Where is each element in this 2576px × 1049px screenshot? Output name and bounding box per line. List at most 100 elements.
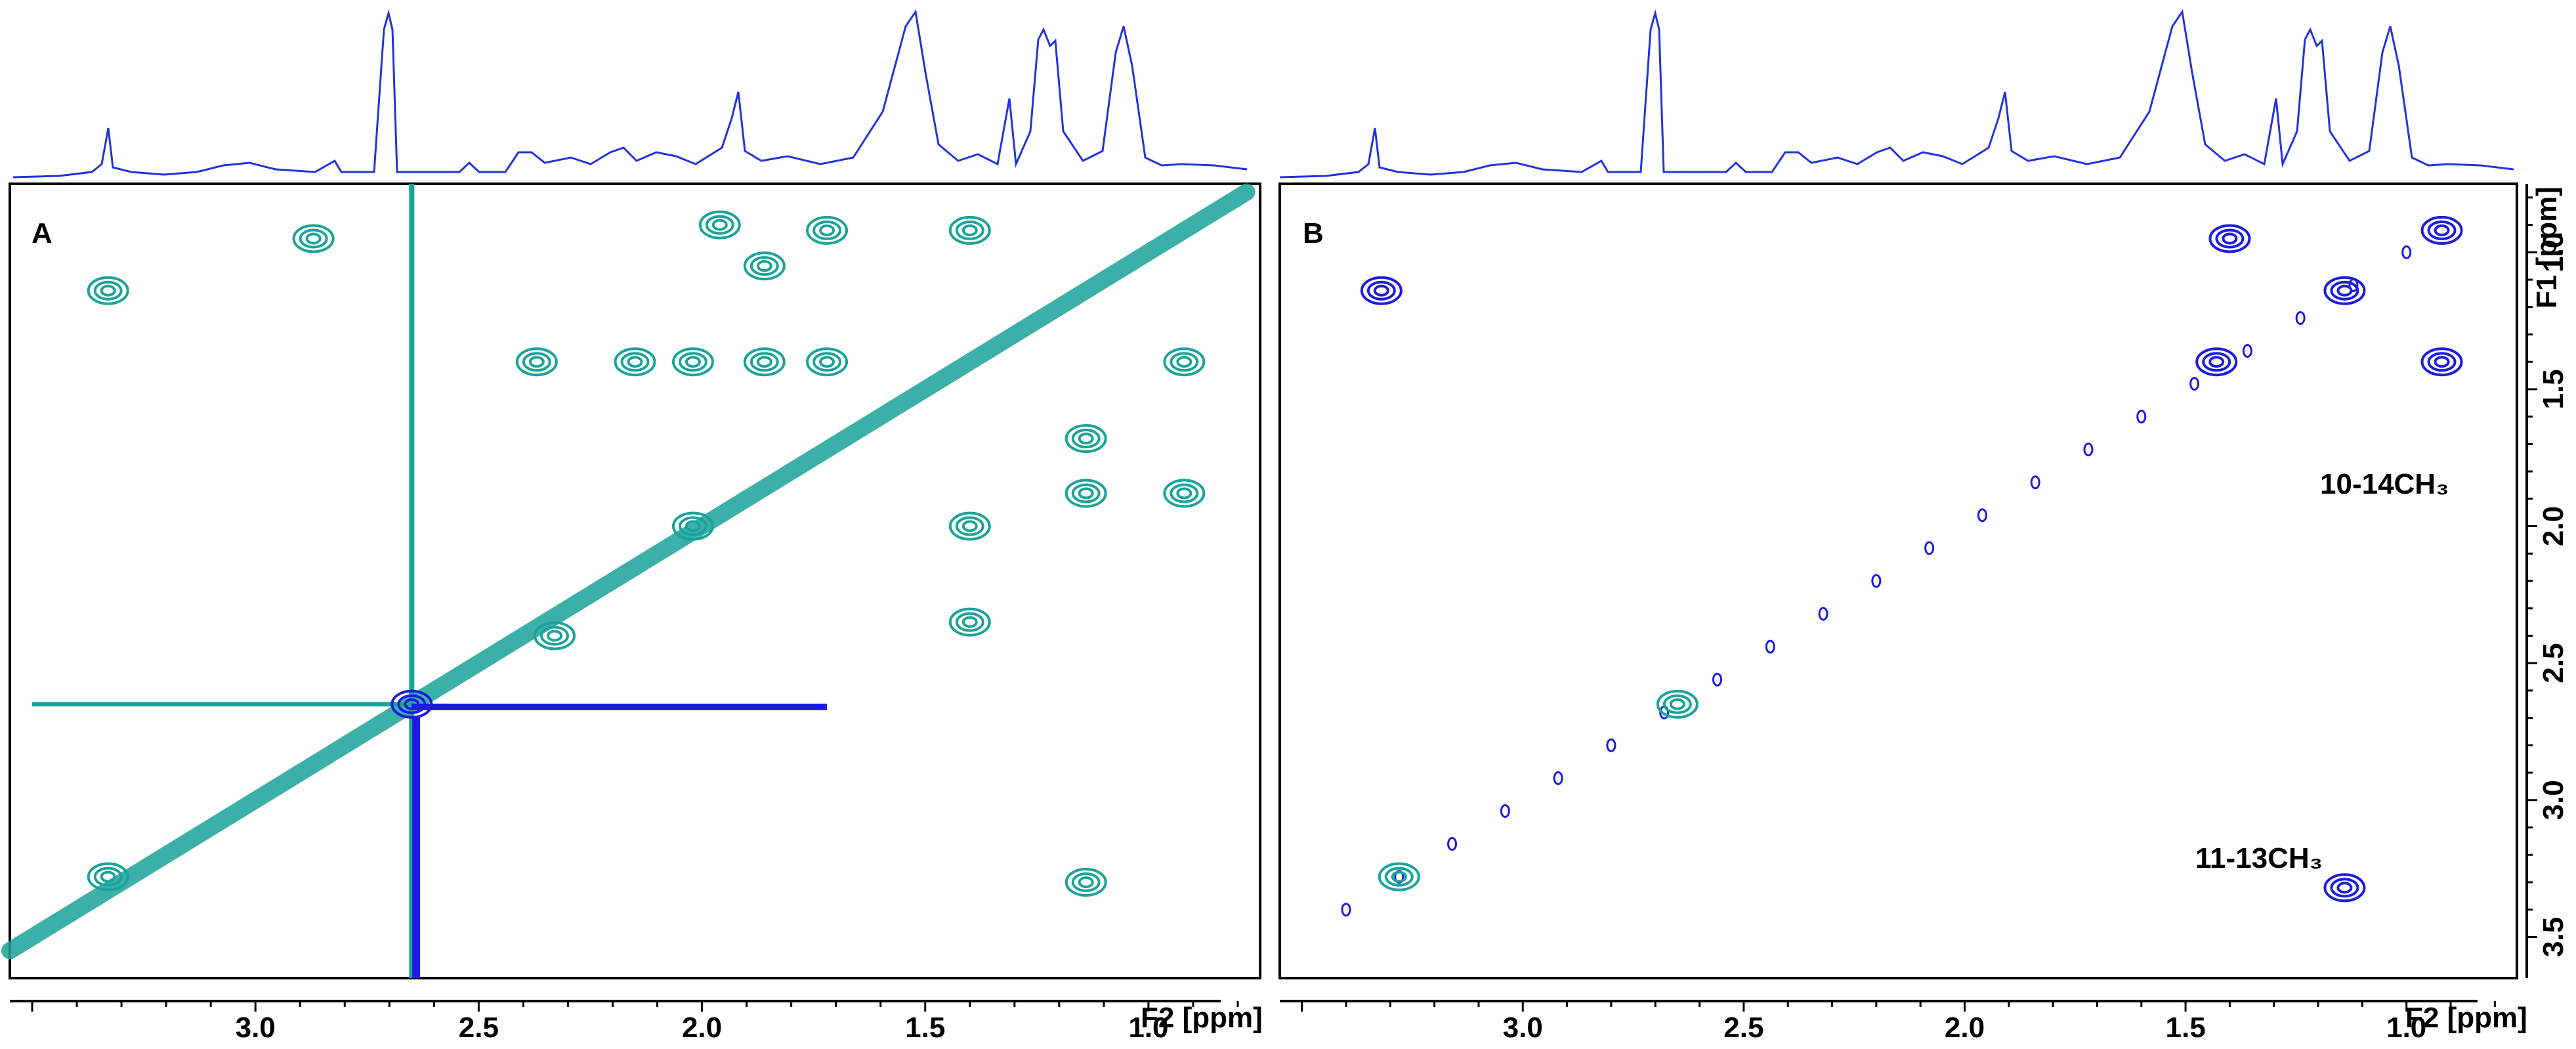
cross-peak: [948, 607, 991, 637]
diagonal-peak: [1341, 903, 1351, 917]
contour-ring: [1065, 479, 1107, 508]
panel-b-frame: [1278, 182, 2518, 979]
contour-ring: [1065, 867, 1107, 897]
contour-ring: [2202, 352, 2231, 372]
contour-ring: [2330, 878, 2359, 898]
x-axis-a: 3.0 2.5 2.0 1.5 1.0: [10, 1000, 1239, 1044]
diagonal-peak: [1500, 803, 1510, 818]
cross-peak: [671, 511, 714, 541]
contour-ring: [1366, 280, 1396, 301]
contour-ring: [1071, 872, 1101, 892]
cross-peak: [1163, 347, 1206, 377]
contour-ring: [2336, 882, 2353, 894]
diagonal-peak: [2083, 442, 2094, 457]
contour-ring: [948, 607, 991, 637]
contour-ring: [955, 516, 984, 536]
contour-ring: [2420, 347, 2463, 377]
top-spectrum-a: [12, 9, 1248, 179]
cross-peak: [2420, 347, 2463, 377]
contour-ring: [819, 356, 835, 368]
contour-ring: [671, 511, 714, 541]
cross-peak: [1656, 689, 1699, 719]
cross-peak: [806, 215, 849, 245]
contour-ring: [1170, 352, 1199, 372]
contour-ring: [2427, 220, 2457, 240]
x-tick-label: 3.0: [236, 1012, 276, 1044]
contour-ring: [819, 224, 835, 236]
contour-ring: [678, 352, 707, 372]
contour-ring: [948, 511, 991, 541]
contour-ring: [93, 280, 123, 301]
contour-ring: [1078, 876, 1094, 888]
contour-ring: [743, 251, 786, 281]
x-tick-label: 1.0: [2386, 1012, 2426, 1044]
cross-peak: [1360, 276, 1403, 305]
cross-peak: [2420, 215, 2463, 245]
cross-peak: [2208, 224, 2251, 253]
diagonal-peak: [1606, 738, 1616, 752]
contour-ring: [2208, 224, 2251, 253]
contour-ring: [698, 210, 741, 240]
diagonal-peak: [2242, 344, 2252, 358]
x-tick-label: 2.0: [1945, 1012, 1985, 1044]
diagonal-peak: [2401, 245, 2412, 259]
contour-ring: [813, 220, 842, 240]
contour-ring: [2434, 356, 2450, 368]
panel-label-a: A: [32, 217, 53, 249]
diagonal-peak: [1712, 672, 1722, 687]
contour-ring: [813, 352, 842, 372]
contour-ring: [961, 224, 978, 236]
contour-ring: [1078, 487, 1094, 500]
diagonal-peak: [1818, 607, 1828, 621]
diagonal-peak: [2136, 410, 2147, 424]
spectrum-trace-b: [1279, 9, 2514, 179]
contour-ring: [756, 260, 772, 272]
contour-ring: [671, 347, 714, 377]
x-tick-label: 1.5: [905, 1012, 945, 1044]
contour-ring: [87, 862, 129, 891]
cross-peak: [1065, 424, 1107, 454]
diagonal-peak: [2189, 377, 2200, 391]
cross-peak: [1378, 862, 1420, 891]
x-tick-label: 2.5: [459, 1012, 499, 1044]
contour-ring: [961, 616, 978, 628]
contour-ring: [540, 626, 570, 646]
contour-ring: [1662, 694, 1692, 714]
cross-peak: [391, 689, 433, 719]
contour-ring: [528, 356, 545, 368]
x-axis-label-b: F2 [ppm]: [2405, 1002, 2527, 1034]
contour-ring: [1656, 689, 1699, 719]
diagonal-band: [1, 183, 1256, 960]
contour-ring: [1176, 487, 1193, 500]
panel-label-b: B: [1303, 217, 1324, 249]
cross-peak: [515, 347, 558, 377]
annotation-11-13ch3: 11-13CH₃: [2195, 842, 2323, 874]
cross-peak: [292, 224, 335, 253]
diagonal-peak: [1924, 541, 1935, 555]
contour-ring: [620, 352, 650, 372]
diagonal-peak: [2030, 475, 2040, 490]
contour-ring: [961, 520, 978, 532]
contour-ring: [305, 232, 322, 245]
y-tick-label: 3.5: [2537, 917, 2569, 957]
contour-ring: [2420, 215, 2463, 245]
cross-peak: [1163, 479, 1206, 508]
cross-peak: [87, 276, 129, 305]
contour-ring: [2330, 280, 2359, 301]
contour-ring: [93, 867, 123, 887]
contour-ring: [1163, 347, 1206, 377]
contour-ring: [955, 612, 984, 632]
plot-area-a: [1, 183, 1256, 978]
diagonal-peak: [1765, 639, 1775, 654]
spectrum-trace-a: [12, 9, 1248, 179]
contour-ring: [750, 256, 779, 276]
contour-ring: [1170, 483, 1199, 503]
contour-ring: [2434, 224, 2450, 236]
contour-ring: [1373, 284, 1389, 297]
cross-peak: [806, 347, 849, 377]
y-tick-label: 2.0: [2537, 506, 2569, 546]
cross-peak: [534, 621, 576, 651]
contour-ring: [292, 224, 335, 253]
contour-ring: [547, 630, 563, 642]
